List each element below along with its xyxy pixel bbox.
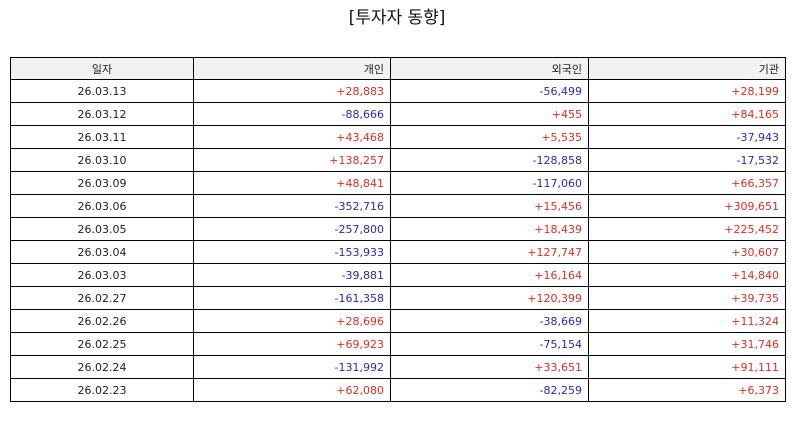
cell-foreign: +455 (390, 102, 589, 126)
table-row: 26.02.23 +62,080 -82,259 +6,373 (10, 378, 786, 402)
cell-foreign: -38,669 (390, 309, 589, 333)
cell-institution: +6,373 (588, 378, 786, 402)
cell-individual: -257,800 (193, 217, 391, 241)
cell-institution: +309,651 (588, 194, 786, 218)
cell-institution: +91,111 (588, 355, 786, 379)
cell-date: 26.03.06 (10, 194, 194, 218)
cell-date: 26.03.04 (10, 240, 194, 264)
cell-date: 26.03.10 (10, 148, 194, 172)
cell-individual: -131,992 (193, 355, 391, 379)
cell-individual: -352,716 (193, 194, 391, 218)
cell-individual: +28,696 (193, 309, 391, 333)
cell-institution: +30,607 (588, 240, 786, 264)
cell-individual: +43,468 (193, 125, 391, 149)
cell-individual: -153,933 (193, 240, 391, 264)
cell-individual: +48,841 (193, 171, 391, 195)
cell-institution: +14,840 (588, 263, 786, 287)
cell-date: 26.03.12 (10, 102, 194, 126)
cell-foreign: +33,651 (390, 355, 589, 379)
cell-date: 26.02.26 (10, 309, 194, 333)
table-row: 26.03.06 -352,716 +15,456 +309,651 (10, 194, 786, 218)
cell-foreign: +15,456 (390, 194, 589, 218)
cell-foreign: +5,535 (390, 125, 589, 149)
table-row: 26.02.25 +69,923 -75,154 +31,746 (10, 332, 786, 356)
cell-date: 26.03.05 (10, 217, 194, 241)
cell-institution: +66,357 (588, 171, 786, 195)
table-row: 26.03.04 -153,933 +127,747 +30,607 (10, 240, 786, 264)
table-row: 26.03.12 -88,666 +455 +84,165 (10, 102, 786, 126)
table-row: 26.03.03 -39,881 +16,164 +14,840 (10, 263, 786, 287)
column-header-date: 일자 (10, 57, 194, 80)
cell-date: 26.03.03 (10, 263, 194, 287)
cell-individual: -88,666 (193, 102, 391, 126)
page-title: [투자자 동향] (348, 8, 446, 28)
cell-foreign: +127,747 (390, 240, 589, 264)
cell-foreign: -75,154 (390, 332, 589, 356)
table-row: 26.03.13 +28,883 -56,499 +28,199 (10, 79, 786, 103)
cell-foreign: -117,060 (390, 171, 589, 195)
table-body: 26.03.13 +28,883 -56,499 +28,199 26.03.12 -88… (10, 79, 786, 402)
column-header-foreign: 외국인 (390, 57, 589, 80)
column-header-institution: 기관 (588, 57, 786, 80)
cell-date: 26.02.25 (10, 332, 194, 356)
cell-institution: +84,165 (588, 102, 786, 126)
cell-individual: -161,358 (193, 286, 391, 310)
cell-institution: +31,746 (588, 332, 786, 356)
cell-date: 26.03.13 (10, 79, 194, 103)
column-header-individual: 개인 (193, 57, 391, 80)
table-row: 26.02.27 -161,358 +120,399 +39,735 (10, 286, 786, 310)
table-row: 26.03.10 +138,257 -128,858 -17,532 (10, 148, 786, 172)
cell-institution: +39,735 (588, 286, 786, 310)
cell-date: 26.03.11 (10, 125, 194, 149)
cell-individual: +62,080 (193, 378, 391, 402)
cell-institution: +225,452 (588, 217, 786, 241)
cell-institution: +11,324 (588, 309, 786, 333)
cell-foreign: +18,439 (390, 217, 589, 241)
cell-foreign: +120,399 (390, 286, 589, 310)
cell-date: 26.02.24 (10, 355, 194, 379)
table-row: 26.03.05 -257,800 +18,439 +225,452 (10, 217, 786, 241)
table-row: 26.03.11 +43,468 +5,535 -37,943 (10, 125, 786, 149)
table-header-row: 일자 개인 외국인 기관 (10, 57, 786, 80)
investor-trend-table: 일자 개인 외국인 기관 26.03.13 +28,883 -56,499 +28,1… (10, 57, 786, 402)
cell-date: 26.02.27 (10, 286, 194, 310)
cell-foreign: -82,259 (390, 378, 589, 402)
cell-date: 26.02.23 (10, 378, 194, 402)
cell-date: 26.03.09 (10, 171, 194, 195)
cell-individual: +28,883 (193, 79, 391, 103)
cell-institution: +28,199 (588, 79, 786, 103)
cell-individual: +69,923 (193, 332, 391, 356)
table-row: 26.03.09 +48,841 -117,060 +66,357 (10, 171, 786, 195)
cell-foreign: -56,499 (390, 79, 589, 103)
table-row: 26.02.26 +28,696 -38,669 +11,324 (10, 309, 786, 333)
cell-foreign: -128,858 (390, 148, 589, 172)
table-row: 26.02.24 -131,992 +33,651 +91,111 (10, 355, 786, 379)
cell-individual: -39,881 (193, 263, 391, 287)
cell-institution: -17,532 (588, 148, 786, 172)
cell-individual: +138,257 (193, 148, 391, 172)
cell-institution: -37,943 (588, 125, 786, 149)
cell-foreign: +16,164 (390, 263, 589, 287)
